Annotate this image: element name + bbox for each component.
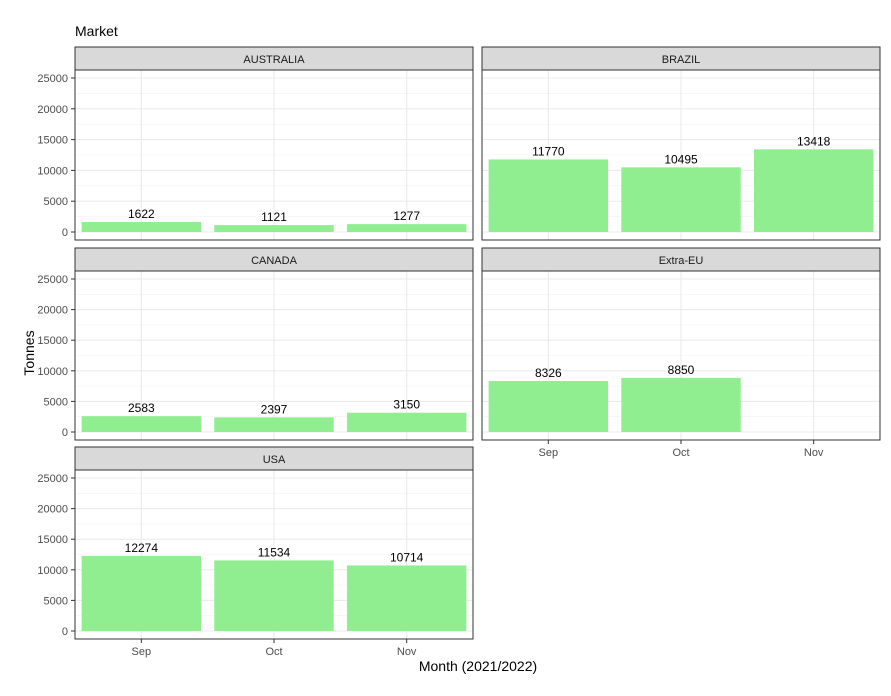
data-label-usa-nov: 10714 (390, 550, 424, 564)
data-label-usa-sep: 12274 (125, 541, 159, 555)
facet-label-australia: AUSTRALIA (243, 54, 305, 66)
y-tick-label: 5000 (44, 595, 68, 607)
x-tick-label-oct: Oct (672, 447, 689, 459)
data-label-canada-sep: 2583 (128, 401, 155, 415)
facet-label-extra-eu: Extra-EU (659, 255, 704, 267)
bar-extra-eu-oct (621, 377, 741, 432)
data-label-australia-oct: 1121 (261, 210, 287, 224)
y-tick-label: 0 (62, 427, 68, 439)
data-label-extra-eu-oct: 8850 (668, 363, 695, 377)
y-axis-title: Tonnes (21, 330, 37, 376)
x-tick-label-nov: Nov (397, 646, 417, 658)
bar-usa-oct (214, 560, 334, 631)
y-tick-label: 5000 (44, 396, 68, 408)
y-tick-label: 0 (62, 626, 68, 638)
data-label-extra-eu-sep: 8326 (535, 366, 562, 380)
y-tick-label: 25000 (37, 473, 68, 485)
x-tick-label-nov: Nov (804, 447, 824, 459)
data-label-brazil-oct: 10495 (664, 152, 698, 166)
bar-usa-sep (81, 555, 202, 631)
y-tick-label: 10000 (37, 366, 68, 378)
panel-border-canada (74, 270, 474, 441)
data-label-brazil-sep: 11770 (532, 144, 565, 158)
panel-border-australia (74, 69, 474, 241)
x-tick-label-sep: Sep (132, 646, 152, 658)
y-tick-label: 15000 (37, 335, 68, 347)
y-tick-label: 15000 (37, 135, 68, 147)
y-tick-label: 25000 (37, 274, 68, 286)
x-tick-label-sep: Sep (539, 447, 559, 459)
panel-border-brazil (481, 69, 881, 241)
y-tick-label: 25000 (37, 73, 68, 85)
data-label-australia-nov: 1277 (393, 209, 420, 223)
bar-canada-nov (346, 412, 467, 432)
data-label-canada-oct: 2397 (261, 402, 288, 416)
bar-brazil-oct (621, 167, 741, 232)
x-tick-label-oct: Oct (265, 646, 282, 658)
y-tick-label: 20000 (37, 504, 68, 516)
bar-australia-nov (346, 224, 467, 232)
data-label-brazil-nov: 13418 (797, 134, 831, 148)
x-axis-title: Month (2021/2022) (418, 658, 538, 674)
bar-brazil-sep (488, 159, 609, 232)
facet-label-usa: USA (263, 454, 286, 466)
bar-extra-eu-sep (488, 381, 609, 432)
data-label-canada-nov: 3150 (393, 398, 420, 412)
bar-usa-nov (346, 565, 467, 631)
y-tick-label: 20000 (37, 305, 68, 317)
y-tick-label: 10000 (37, 565, 68, 577)
legend-title: Market (75, 23, 118, 39)
bar-brazil-nov (753, 149, 874, 232)
facet-label-canada: CANADA (251, 255, 298, 267)
data-label-usa-oct: 11534 (258, 545, 291, 559)
bar-canada-oct (214, 417, 334, 432)
bar-canada-sep (81, 416, 202, 432)
y-tick-label: 15000 (37, 534, 68, 546)
y-tick-label: 0 (62, 227, 68, 239)
y-tick-label: 20000 (37, 104, 68, 116)
y-tick-label: 10000 (37, 165, 68, 177)
data-label-australia-sep: 1622 (128, 207, 155, 221)
y-tick-label: 5000 (44, 196, 68, 208)
bar-australia-oct (214, 225, 334, 232)
bar-australia-sep (81, 222, 202, 232)
facet-label-brazil: BRAZIL (662, 54, 701, 66)
